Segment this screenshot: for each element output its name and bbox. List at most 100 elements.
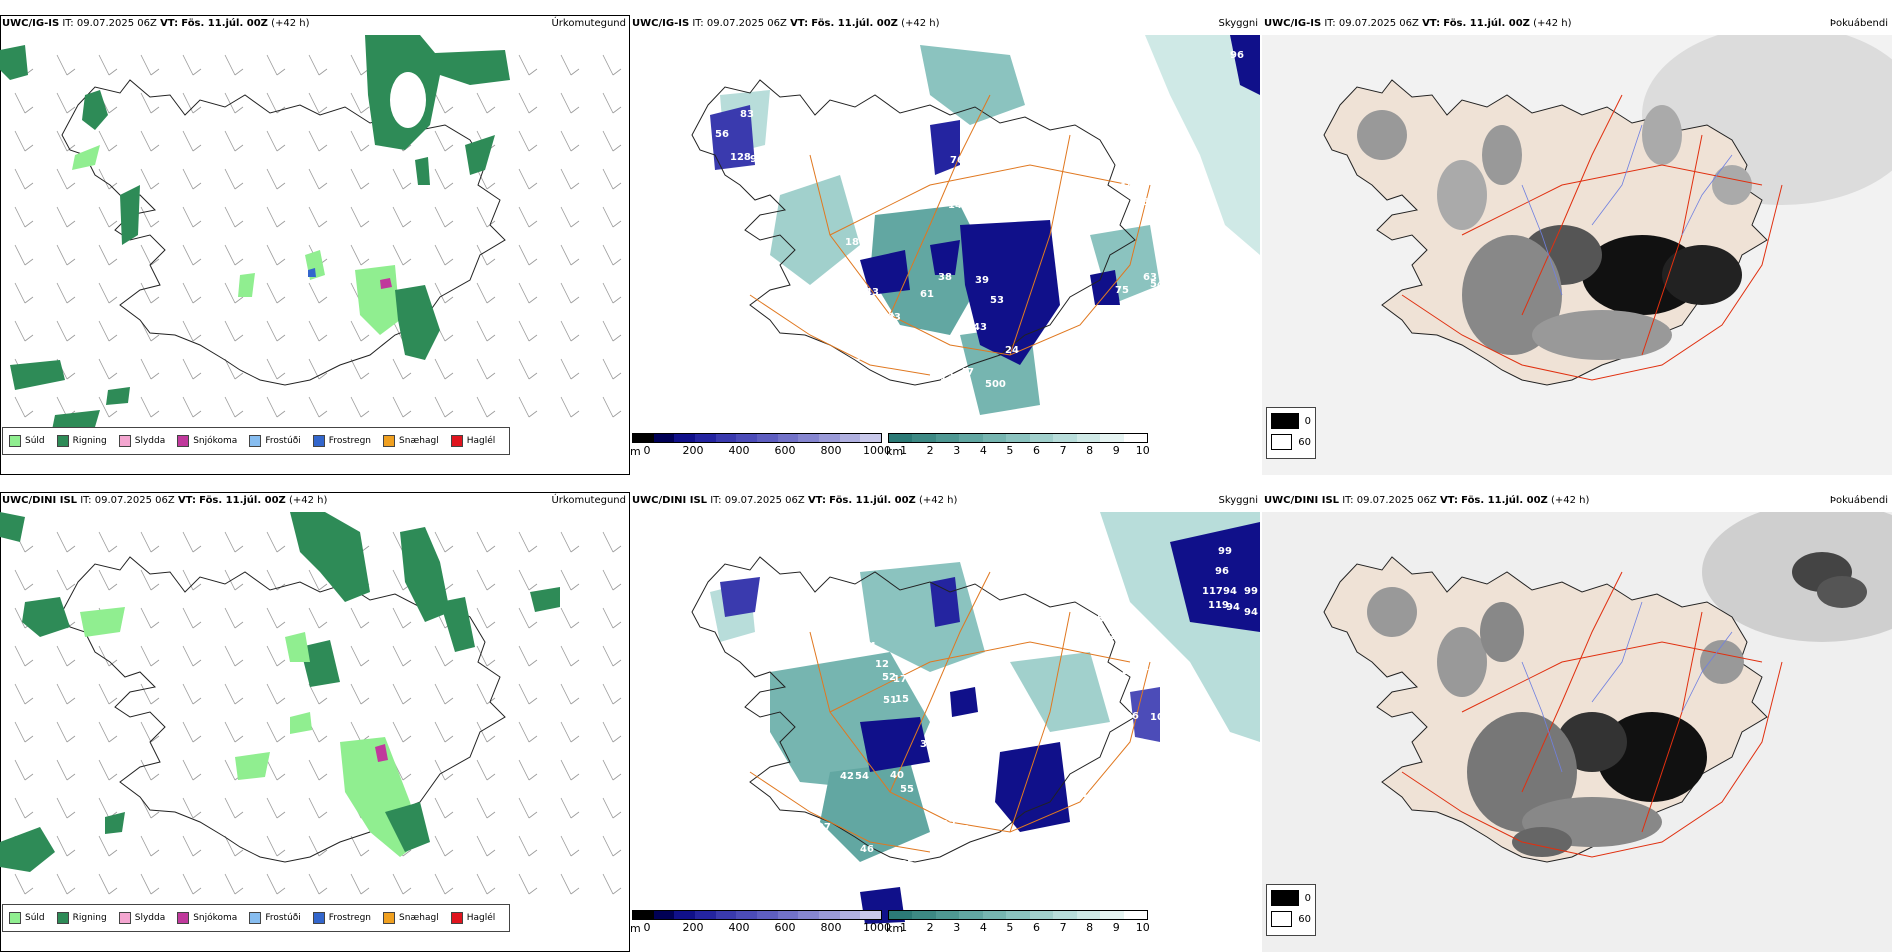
wind-barb <box>392 683 412 705</box>
wind-barb <box>140 569 160 591</box>
wind-barb <box>56 92 76 114</box>
wind-barb <box>14 683 34 705</box>
wind-barb <box>308 683 328 705</box>
ceiling-value: 54 <box>855 771 869 782</box>
ceiling-value: 102 <box>1120 182 1141 193</box>
wind-barb <box>518 206 538 228</box>
wind-barb <box>560 569 580 591</box>
ceiling-value: 24 <box>1005 345 1019 356</box>
wind-barb <box>476 835 496 857</box>
wind-barb <box>224 797 244 819</box>
ceiling-value: 259 <box>1090 614 1111 625</box>
wind-barb <box>602 531 622 553</box>
wind-barb <box>560 54 580 76</box>
ceiling-value: 94 <box>1226 602 1240 613</box>
wind-barb <box>560 645 580 667</box>
wind-barb <box>266 835 286 857</box>
wind-barb <box>602 759 622 781</box>
wind-barb <box>602 244 622 266</box>
panel-precip-type-dini: UWC/DINI ISL IT: 09.07.2025 06Z VT: Fös.… <box>0 492 630 952</box>
wind-barb <box>308 721 328 743</box>
wind-barb <box>140 683 160 705</box>
ceiling-value: 81 <box>970 871 984 882</box>
visibility-colorbar: 1 2 3 4 5 6 7 8 9 10 km <box>886 433 1150 475</box>
legend-item: Frostúði <box>249 912 301 924</box>
wind-barb <box>182 797 202 819</box>
wind-barb <box>56 130 76 152</box>
wind-barb <box>98 206 118 228</box>
wind-barb <box>224 607 244 629</box>
wind-barb <box>476 607 496 629</box>
wind-barb <box>182 396 202 418</box>
wind-barb <box>224 130 244 152</box>
ceiling-value: 105 <box>1150 712 1171 723</box>
wind-barb <box>602 683 622 705</box>
wind-barb <box>182 244 202 266</box>
wind-barb <box>56 721 76 743</box>
ceiling-value: 96 <box>1215 566 1229 577</box>
ceiling-value: 85 <box>900 859 914 870</box>
ceiling-value: 202 <box>1095 631 1116 642</box>
wind-barb <box>602 607 622 629</box>
ceiling-value: 270 <box>1110 600 1131 611</box>
wind-barb <box>224 873 244 895</box>
wind-barb <box>518 721 538 743</box>
panel-fog-ig: UWC/IG-IS IT: 09.07.2025 06Z VT: Fös. 11… <box>1262 15 1892 475</box>
wind-barb <box>434 683 454 705</box>
wind-barb <box>518 54 538 76</box>
wind-barb <box>140 835 160 857</box>
wind-barb <box>602 206 622 228</box>
field-name: Skyggni <box>1218 495 1258 506</box>
wind-barb <box>182 835 202 857</box>
wind-barb <box>266 683 286 705</box>
precip-type-map <box>0 512 622 895</box>
wind-barb <box>56 206 76 228</box>
wind-barb <box>308 320 328 342</box>
precip-areas <box>0 512 560 872</box>
ceiling-value: 59 <box>1140 794 1154 805</box>
ceiling-value: 140 <box>948 200 969 211</box>
ceiling-value: 10 <box>1105 305 1119 316</box>
fog-indicator-map <box>1262 35 1892 475</box>
wind-barb <box>350 358 370 380</box>
wind-barb <box>14 396 34 418</box>
wind-barb <box>434 835 454 857</box>
wind-barb <box>350 873 370 895</box>
wind-barb <box>140 54 160 76</box>
wind-barb <box>56 282 76 304</box>
ceiling-value: 263 <box>880 312 901 323</box>
ceiling-value: 99 <box>1244 586 1258 597</box>
wind-barb <box>350 320 370 342</box>
field-name: Þokuábendi <box>1829 18 1888 29</box>
wind-barb <box>98 320 118 342</box>
wind-barb <box>476 797 496 819</box>
wind-barb <box>98 683 118 705</box>
wind-barb <box>560 206 580 228</box>
wind-barb <box>434 797 454 819</box>
wind-barb <box>560 835 580 857</box>
wind-barb <box>392 396 412 418</box>
ceiling-value: 26 <box>790 367 804 378</box>
wind-barb <box>14 244 34 266</box>
ceiling-value: 107 <box>810 822 831 833</box>
wind-barb <box>602 396 622 418</box>
ceiling-value: 63 <box>1143 272 1157 283</box>
wind-barbs <box>14 531 622 895</box>
wind-barb <box>224 168 244 190</box>
wind-barb <box>476 320 496 342</box>
legend-item: Snjókoma <box>177 435 237 447</box>
wind-barb <box>98 835 118 857</box>
wind-barb <box>350 721 370 743</box>
ceiling-value: 500 <box>985 379 1006 390</box>
wind-barb <box>308 358 328 380</box>
wind-barb <box>308 206 328 228</box>
wind-barb <box>434 92 454 114</box>
wind-barb <box>56 835 76 857</box>
ceiling-value: 12 <box>875 659 889 670</box>
ceiling-value: 55 <box>900 784 914 795</box>
wind-barb <box>560 873 580 895</box>
wind-barb <box>602 92 622 114</box>
wind-barb <box>308 282 328 304</box>
legend-item: Snjókoma <box>177 912 237 924</box>
ceiling-value: 70 <box>905 884 919 895</box>
